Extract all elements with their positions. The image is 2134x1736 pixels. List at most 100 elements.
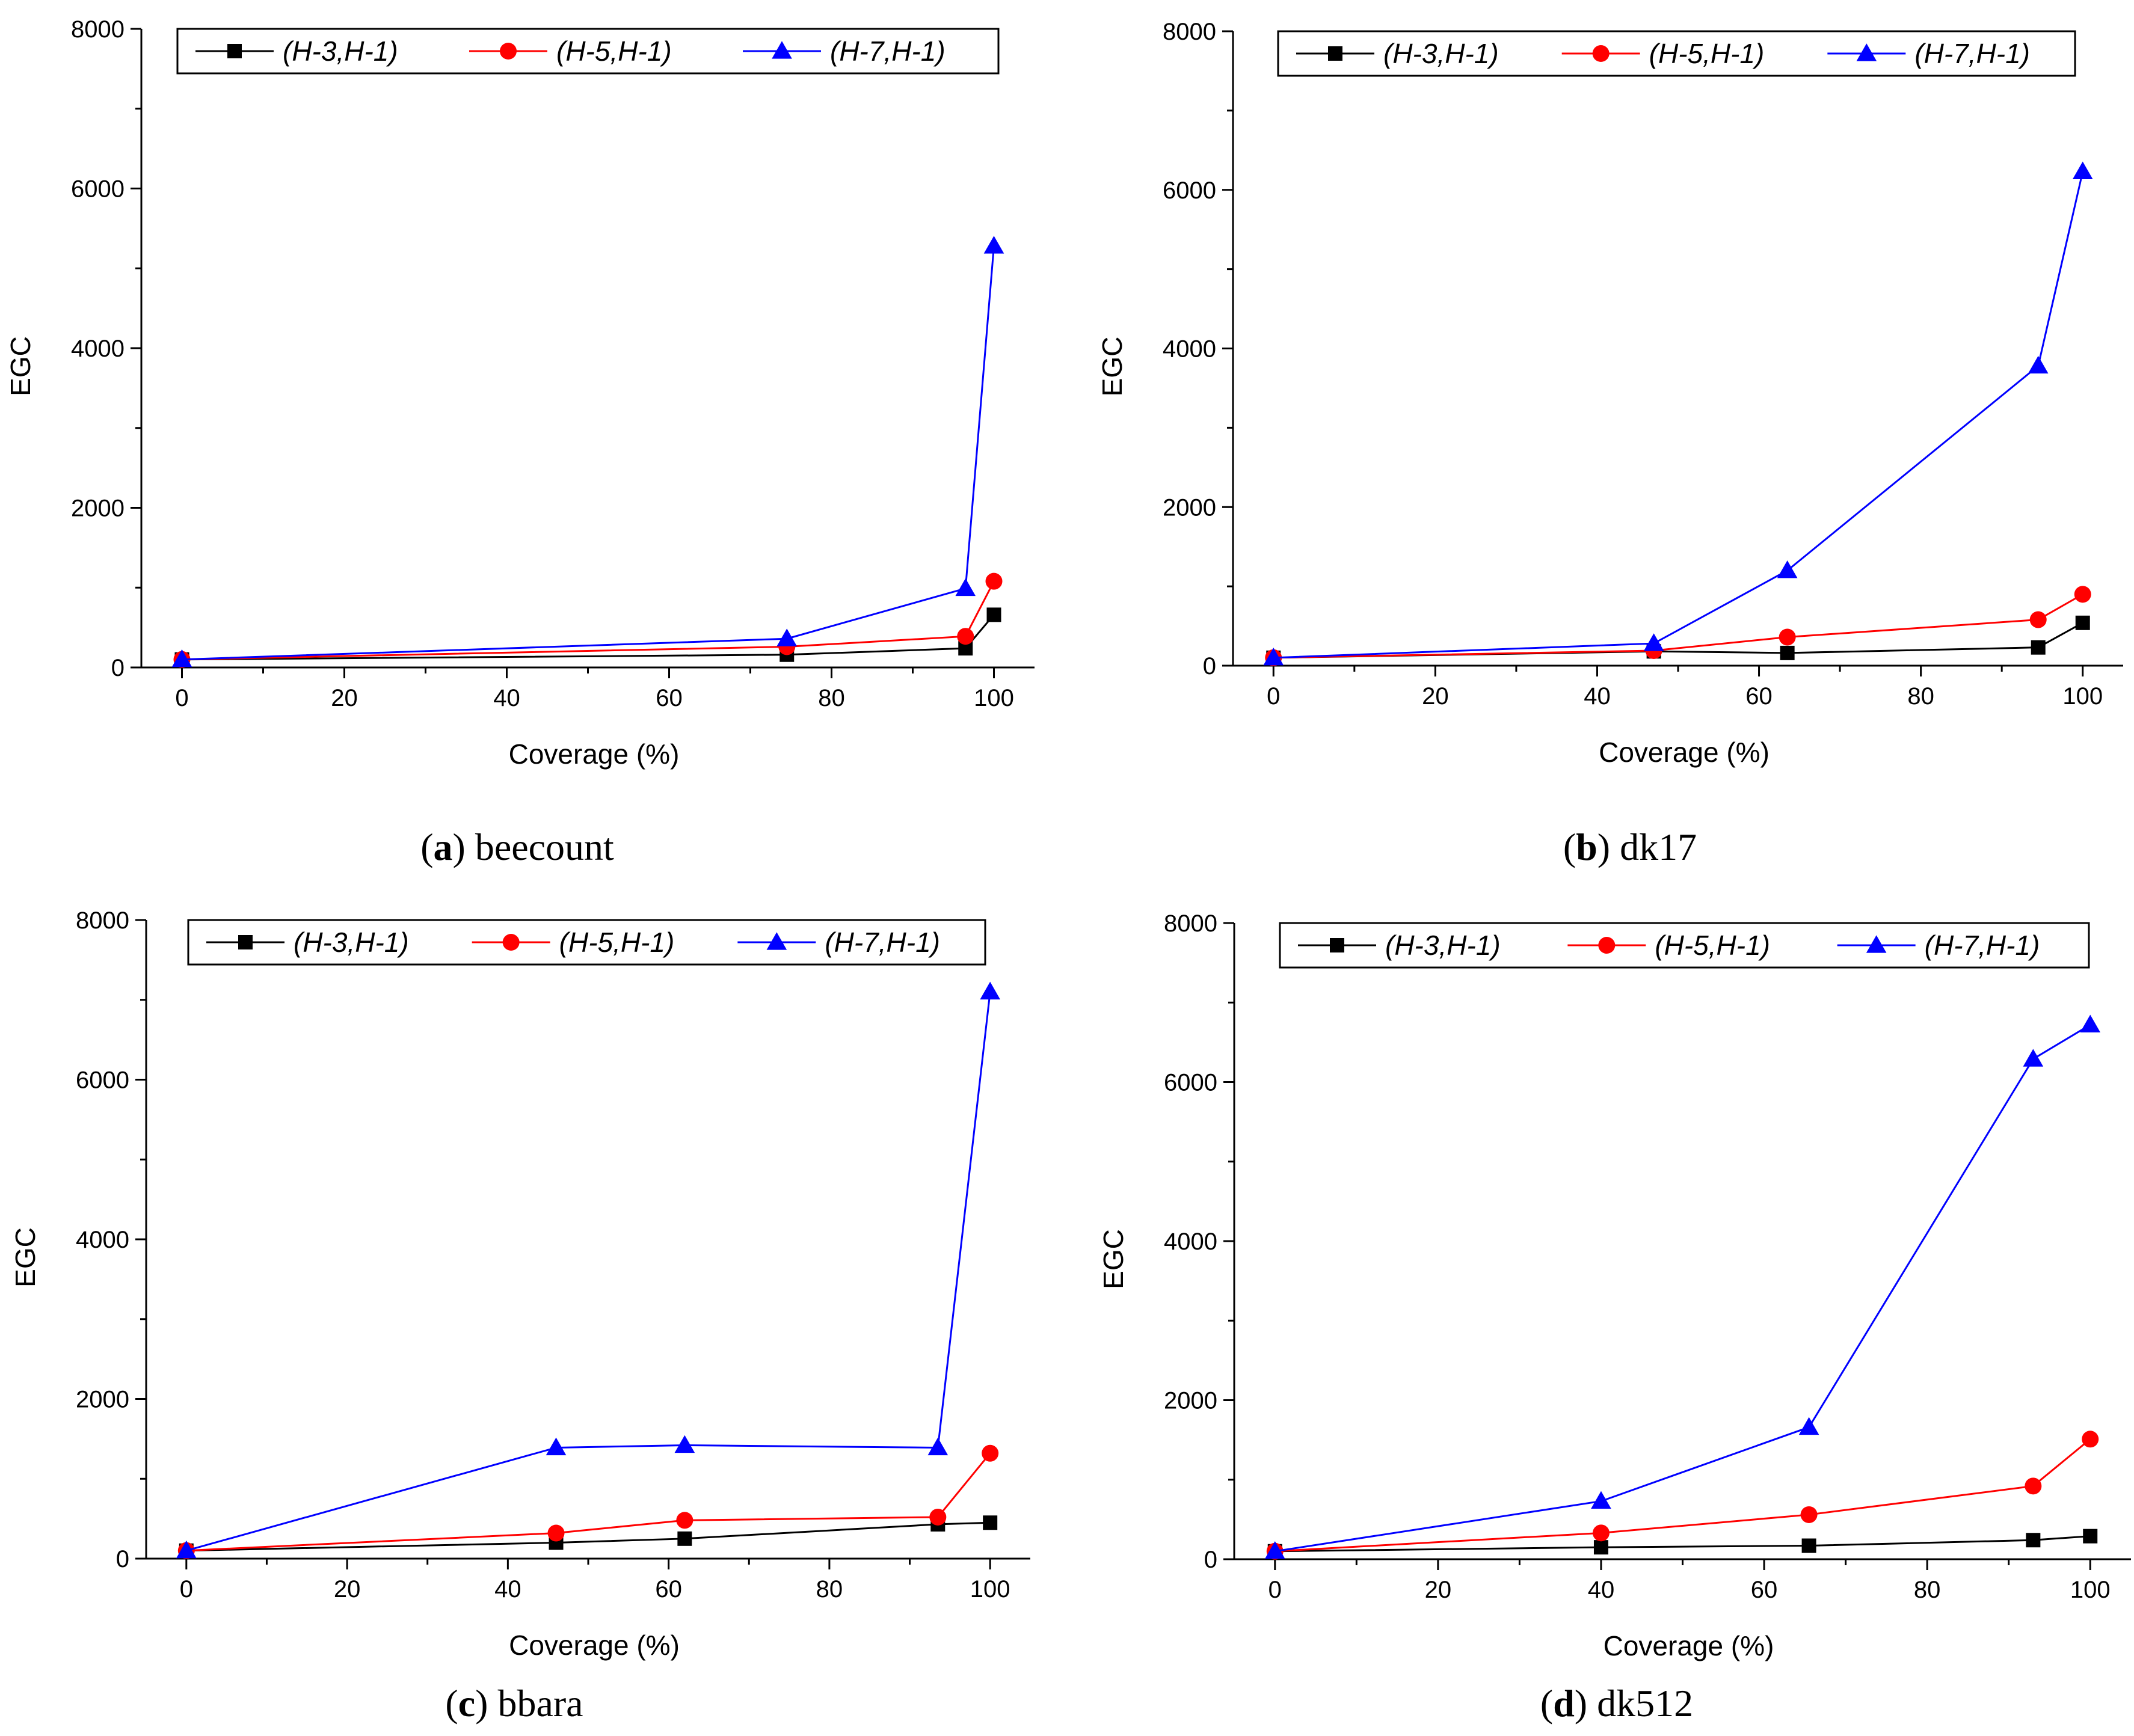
x-tick-label: 60 bbox=[1745, 683, 1773, 710]
data-point bbox=[1780, 645, 1795, 660]
legend-box bbox=[1277, 30, 2076, 77]
caption-name: beecount bbox=[475, 826, 614, 868]
data-point bbox=[1800, 1506, 1818, 1523]
series-line bbox=[1273, 171, 2084, 659]
x-tick-label: 60 bbox=[1751, 1577, 1778, 1603]
legend-marker bbox=[766, 932, 787, 950]
x-tick-label: 20 bbox=[1425, 1577, 1452, 1603]
series-1 bbox=[179, 1515, 998, 1558]
y-tick-label: 0 bbox=[111, 655, 125, 681]
y-tick-label: 8000 bbox=[71, 16, 125, 43]
caption-letter: d bbox=[1553, 1682, 1575, 1725]
series-3 bbox=[1263, 161, 2093, 666]
y-axis-title: EGC bbox=[10, 1227, 41, 1287]
y-tick-label: 8000 bbox=[1164, 910, 1217, 937]
y-tick-label: 0 bbox=[116, 1546, 129, 1572]
caption-paren-close: ) bbox=[1597, 826, 1620, 868]
data-point bbox=[776, 628, 798, 646]
x-axis-title: Coverage (%) bbox=[509, 1630, 680, 1661]
data-point bbox=[1592, 1524, 1610, 1542]
y-tick-label: 6000 bbox=[76, 1067, 129, 1094]
legend-label: (H-7,H-1) bbox=[830, 35, 946, 67]
legend-label: (H-3,H-1) bbox=[283, 35, 398, 67]
legend-box bbox=[187, 919, 986, 966]
y-tick-label: 2000 bbox=[1164, 1388, 1217, 1414]
x-tick-label: 100 bbox=[974, 685, 1014, 711]
caption-paren-close: ) bbox=[453, 826, 475, 868]
data-point bbox=[1798, 1417, 1819, 1435]
data-point bbox=[674, 1435, 695, 1453]
x-axis-title: Coverage (%) bbox=[509, 738, 680, 770]
x-tick-label: 80 bbox=[1907, 683, 1934, 710]
series-3 bbox=[1264, 1014, 2101, 1559]
caption-paren-close: ) bbox=[1575, 1682, 1597, 1725]
y-tick-label: 8000 bbox=[76, 907, 129, 934]
legend-marker bbox=[1856, 43, 1877, 61]
data-point bbox=[676, 1512, 693, 1529]
caption-paren-open: ( bbox=[445, 1682, 458, 1725]
caption-letter: b bbox=[1576, 826, 1597, 868]
y-tick-label: 6000 bbox=[1164, 1070, 1217, 1096]
data-point bbox=[1643, 633, 1664, 651]
x-tick-label: 80 bbox=[816, 1576, 843, 1603]
series-3 bbox=[176, 981, 1000, 1559]
panel-caption: (a) beecount bbox=[420, 826, 614, 868]
x-tick-label: 60 bbox=[656, 685, 683, 711]
data-point bbox=[2083, 1529, 2098, 1544]
x-tick-label: 20 bbox=[331, 685, 358, 711]
legend-box bbox=[1279, 922, 2090, 969]
x-tick-label: 20 bbox=[1422, 683, 1449, 710]
legend-label: (H-3,H-1) bbox=[294, 927, 409, 958]
legend-box bbox=[176, 28, 1000, 75]
x-tick-label: 20 bbox=[334, 1576, 361, 1603]
y-tick-label: 2000 bbox=[76, 1387, 129, 1413]
data-point bbox=[1779, 628, 1796, 646]
caption-paren-open: ( bbox=[420, 826, 433, 868]
data-point bbox=[929, 1508, 947, 1526]
series-line bbox=[182, 245, 995, 661]
data-point bbox=[2072, 161, 2093, 180]
data-point bbox=[1263, 648, 1284, 666]
data-point bbox=[1801, 1538, 1816, 1553]
legend-marker bbox=[1598, 937, 1616, 954]
data-point bbox=[2074, 586, 2091, 603]
data-point bbox=[983, 236, 1004, 254]
legend-label: (H-5,H-1) bbox=[1649, 38, 1765, 69]
caption-paren-open: ( bbox=[1540, 1682, 1553, 1725]
data-point bbox=[2025, 1477, 2042, 1495]
panel-caption: (c) bbara bbox=[445, 1682, 583, 1725]
data-point bbox=[986, 607, 1001, 622]
x-tick-label: 40 bbox=[1588, 1577, 1615, 1603]
data-point bbox=[983, 1515, 998, 1530]
series-line bbox=[186, 1521, 991, 1552]
y-axis-title: EGC bbox=[1098, 1229, 1129, 1289]
y-axis-title: EGC bbox=[5, 336, 36, 396]
data-point bbox=[176, 1540, 197, 1559]
data-point bbox=[1591, 1491, 1611, 1509]
chart-panel-d: 0 2000 4000 6000 8000 0 20 40 60 80 100 Coverage (%… bbox=[1098, 910, 2131, 1725]
data-point bbox=[2080, 1014, 2101, 1032]
data-point bbox=[980, 981, 1000, 1000]
legend: (H-3,H-1) (H-5,H-1) (H-7,H-1) bbox=[1277, 30, 2076, 77]
x-tick-label: 40 bbox=[494, 1576, 521, 1603]
legend-label: (H-7,H-1) bbox=[825, 927, 940, 958]
legend-marker bbox=[238, 935, 253, 949]
x-tick-label: 100 bbox=[2062, 683, 2103, 710]
data-point bbox=[2028, 355, 2049, 374]
x-axis-title: Coverage (%) bbox=[1599, 737, 1770, 768]
x-tick-label: 0 bbox=[1267, 683, 1280, 710]
data-point bbox=[171, 649, 192, 667]
chart-panel-b: 0 2000 4000 6000 8000 0 20 40 60 80 100 Coverage (%… bbox=[1096, 19, 2123, 868]
y-tick-label: 6000 bbox=[71, 176, 125, 203]
x-axis-title: Coverage (%) bbox=[1604, 1630, 1774, 1661]
x-tick-label: 60 bbox=[655, 1576, 682, 1603]
y-tick-label: 0 bbox=[1204, 1547, 1217, 1573]
y-tick-label: 8000 bbox=[1163, 19, 1216, 45]
series-2 bbox=[1265, 586, 2091, 666]
data-point bbox=[1593, 1540, 1608, 1555]
data-point bbox=[2031, 640, 2046, 655]
y-tick-label: 4000 bbox=[71, 336, 125, 362]
legend-label: (H-5,H-1) bbox=[556, 35, 672, 67]
legend-label: (H-7,H-1) bbox=[1925, 930, 2040, 961]
